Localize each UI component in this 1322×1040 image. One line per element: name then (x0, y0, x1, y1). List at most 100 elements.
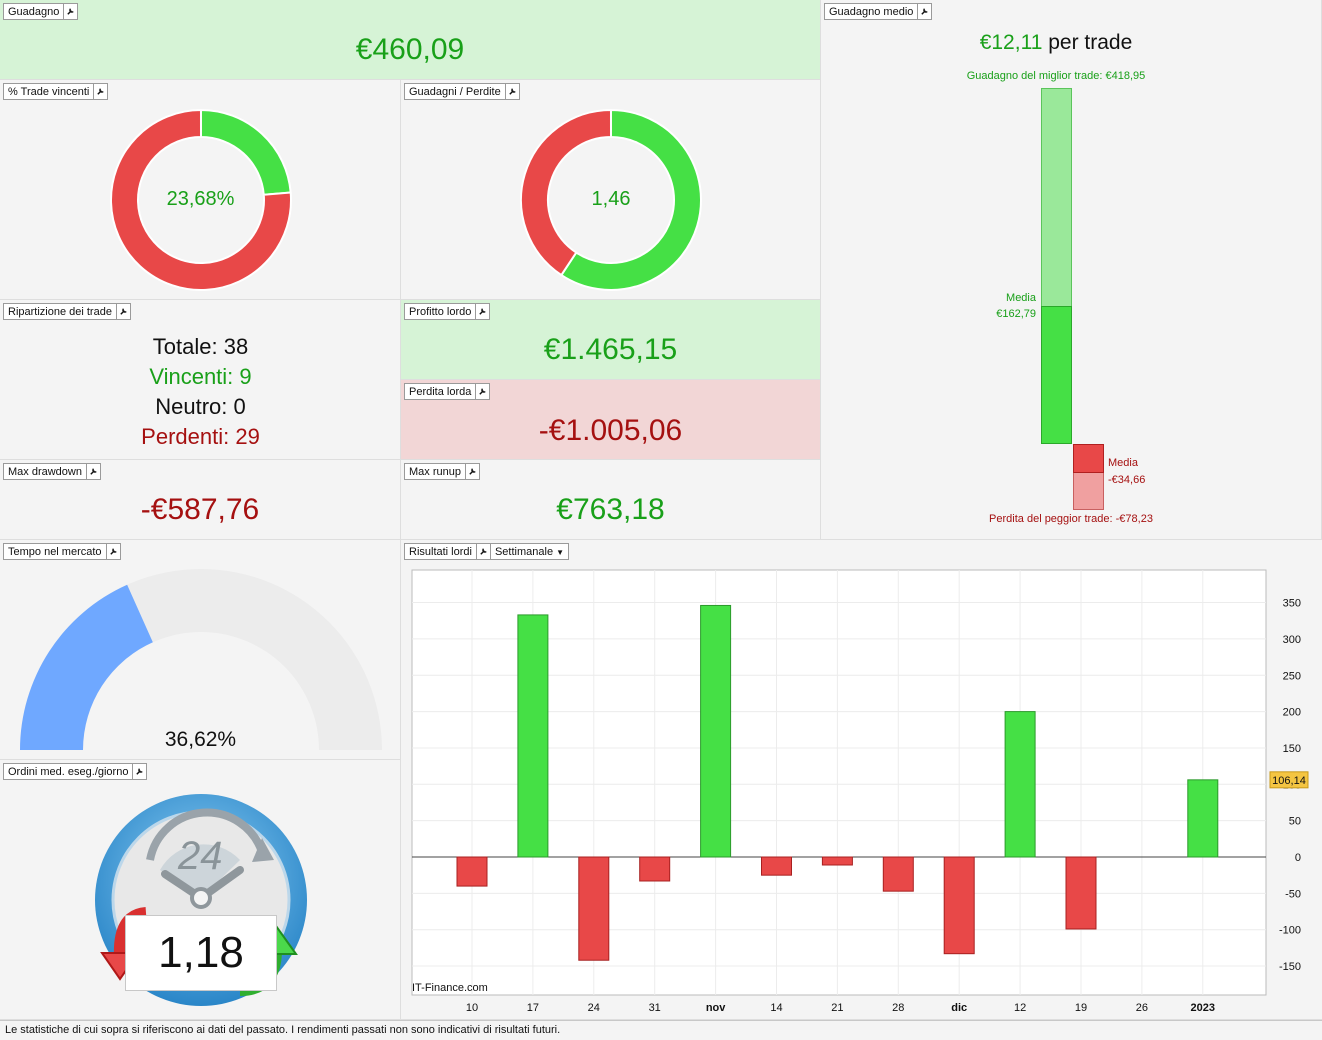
avg-gain-label: Media (1006, 291, 1036, 304)
panel-max-drawdown: Max drawdown -€587,76 (0, 460, 401, 540)
panel-title-perdita-lorda: Perdita lorda (404, 383, 491, 400)
wrench-icon[interactable] (476, 383, 491, 400)
donut-slice-guadagni (559, 108, 702, 291)
totale-value: 38 (223, 334, 249, 359)
avg-loss-bar (1073, 444, 1104, 474)
bar (578, 856, 610, 961)
perdita-lorda-value: -€1.005,06 (538, 414, 683, 447)
profitto-lordo-value: €1.465,15 (543, 333, 678, 366)
vincenti-label: Vincenti: (149, 364, 234, 389)
bar (821, 856, 853, 866)
last-value-label: 106,14 (1272, 775, 1306, 787)
tempo-mercato-value: 36,62% (164, 728, 237, 751)
y-tick-label: 200 (1283, 707, 1301, 719)
panel-title-label: Ripartizione dei trade (3, 303, 117, 320)
donut-slice-perdenti (110, 108, 292, 291)
panel-title-label: % Trade vincenti (3, 83, 95, 100)
best-trade-label: Guadagno del miglior trade: €418,95 (966, 70, 1146, 82)
bar (882, 856, 914, 892)
chevron-down-icon: ▼ (556, 548, 565, 557)
donut-guadagni-perdite (520, 108, 702, 291)
bar (700, 604, 732, 858)
panel-profitto-lordo: Profitto lordo €1.465,15 (401, 300, 821, 380)
x-tick-label: 28 (892, 1002, 904, 1014)
x-tick-label: 24 (588, 1002, 600, 1014)
panel-title-label: Guadagno (3, 3, 65, 20)
wrench-icon[interactable] (465, 463, 480, 480)
wrench-icon[interactable] (505, 83, 520, 100)
avg-gain-bar (1041, 305, 1072, 444)
bar (639, 856, 671, 882)
panel-title-guadagni-perdite: Guadagni / Perdite (404, 83, 520, 100)
neutro-label: Neutro: (155, 394, 228, 419)
guadagno-medio-value: €12,11 (979, 31, 1043, 54)
panel-title-label: Ordini med. eseg./giorno (3, 763, 134, 780)
x-tick-label: 10 (466, 1002, 478, 1014)
x-tick-label: 26 (1136, 1002, 1148, 1014)
wrench-icon[interactable] (86, 463, 101, 480)
y-tick-label: -150 (1279, 961, 1301, 973)
ripartizione-vincenti: Vincenti: 9 (0, 362, 400, 392)
x-tick-label: 19 (1075, 1002, 1087, 1014)
y-tick-label: -50 (1285, 888, 1301, 900)
panel-guadagno: Guadagno €460,09 (0, 0, 821, 80)
totale-label: Totale: (152, 334, 218, 359)
panel-ordini: Ordini med. eseg./giorno 24 (0, 760, 401, 1020)
bar (761, 856, 792, 876)
panel-risultati: Risultati lordi Settimanale ▼ 350 300 250 2… (401, 540, 1322, 1020)
donut-slice-perdite (520, 108, 612, 277)
panel-title-label: Max runup (404, 463, 466, 480)
footer-disclaimer: Le statistiche di cui sopra si riferisco… (0, 1020, 1322, 1040)
panel-title-tempo-mercato: Tempo nel mercato (3, 543, 121, 560)
wrench-icon[interactable] (106, 543, 121, 560)
x-tick-label: dic (951, 1002, 967, 1014)
max-drawdown-value: -€587,76 (140, 493, 260, 526)
panel-title-ordini: Ordini med. eseg./giorno (3, 763, 148, 780)
y-tick-label: 300 (1283, 634, 1301, 646)
y-tick-label: 0 (1295, 852, 1301, 864)
period-dropdown-label: Settimanale (494, 546, 554, 558)
panel-title-label: Max drawdown (3, 463, 87, 480)
guadagni-perdite-value: 1,46 (591, 188, 631, 210)
last-value-badge (1269, 771, 1309, 789)
y-tick-label: -100 (1279, 925, 1301, 937)
wrench-icon[interactable] (918, 3, 933, 20)
guadagno-medio-headline: €12,11 per trade (821, 31, 1291, 55)
wrench-icon[interactable] (94, 83, 109, 100)
bar (943, 856, 975, 955)
panel-title-label: Profitto lordo (404, 303, 477, 320)
x-tick-label: 31 (649, 1002, 661, 1014)
wrench-icon[interactable] (476, 303, 491, 320)
panel-title-label: Guadagno medio (824, 3, 919, 20)
panel-title-ripartizione: Ripartizione dei trade (3, 303, 131, 320)
panel-title-max-runup: Max runup (404, 463, 480, 480)
ordini-value-box: 1,18 (125, 915, 277, 991)
ripartizione-totale: Totale: 38 (0, 332, 400, 362)
x-tick-label: nov (706, 1002, 726, 1014)
bar (517, 614, 549, 858)
max-runup-value: €763,18 (556, 493, 665, 526)
y-tick-label: 250 (1283, 670, 1301, 682)
ordini-value: 1,18 (158, 928, 244, 977)
y-tick-label: 350 (1283, 598, 1301, 610)
avg-gain-value: €162,79 (996, 307, 1036, 320)
wrench-icon[interactable] (133, 763, 148, 780)
panel-ripartizione: Ripartizione dei trade Totale: 38 Vincen… (0, 300, 401, 460)
panel-perdita-lorda: Perdita lorda -€1.005,06 (401, 380, 821, 460)
wrench-icon[interactable] (64, 3, 79, 20)
period-dropdown[interactable]: Settimanale ▼ (490, 543, 570, 560)
wrench-icon[interactable] (116, 303, 131, 320)
clock-label: 24 (178, 834, 223, 878)
ripartizione-perdenti: Perdenti: 29 (0, 422, 400, 452)
panel-title-label: Perdita lorda (404, 383, 477, 400)
chart-plot-area (411, 569, 1267, 996)
donut-slice-vincenti (200, 108, 292, 196)
bar-chart: 350300250200150100500-50-100-15010172431… (411, 569, 1309, 1014)
x-tick-label: 17 (527, 1002, 539, 1014)
x-tick-label: 2023 (1191, 1002, 1215, 1014)
x-tick-label: 12 (1014, 1002, 1026, 1014)
ripartizione-neutro: Neutro: 0 (0, 392, 400, 422)
wrench-icon[interactable] (476, 543, 491, 560)
panel-title-guadagno: Guadagno (3, 3, 79, 20)
gauge-tempo-mercato (20, 569, 382, 750)
